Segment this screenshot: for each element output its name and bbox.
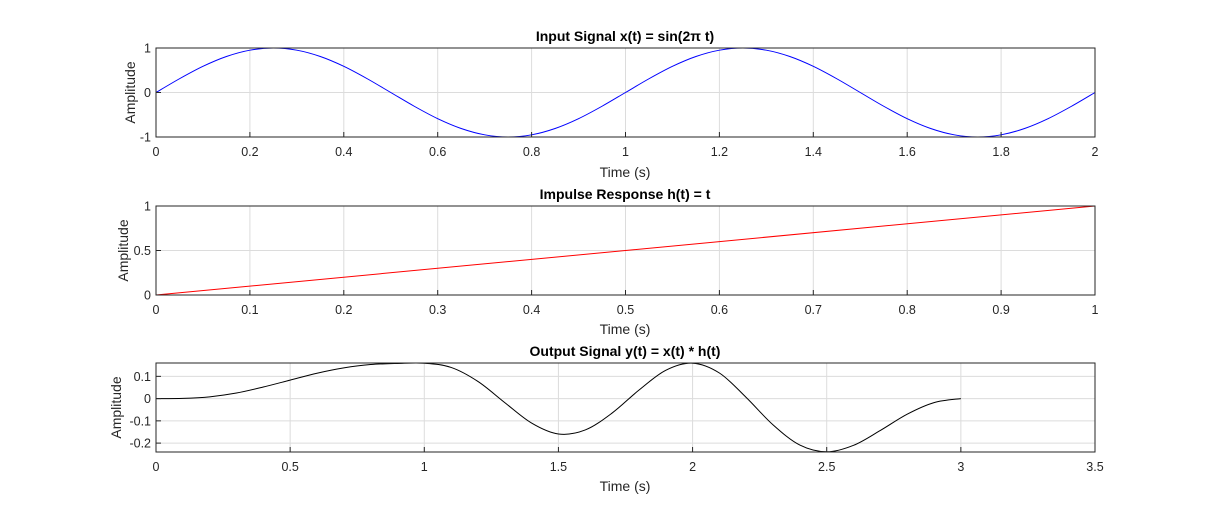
impulse-response-x-axis-label: Time (s) xyxy=(600,321,651,337)
input-signal-x-tick-label: 0.8 xyxy=(523,145,540,159)
input-signal-title: Input Signal x(t) = sin(2π t) xyxy=(536,28,714,44)
output-signal-x-tick-label: 3 xyxy=(957,460,964,474)
output-signal-grid xyxy=(155,363,1096,452)
impulse-response-y-tick-label: 0.5 xyxy=(134,244,151,258)
impulse-response-x-tick-label: 0.1 xyxy=(241,303,258,317)
output-signal-x-tick-label: 1 xyxy=(421,460,428,474)
input-signal-y-axis-label: Amplitude xyxy=(122,61,138,123)
output-signal-y-tick-label: 0 xyxy=(144,392,151,406)
input-signal-x-tick-label: 0.4 xyxy=(335,145,352,159)
input-signal-x-tick-label: 0 xyxy=(153,145,160,159)
input-signal-series xyxy=(155,47,1096,138)
impulse-response-y-tick-label: 1 xyxy=(144,200,151,214)
output-signal-x-tick-label: 1.5 xyxy=(550,460,567,474)
impulse-response-x-tick-label: 0.6 xyxy=(711,303,728,317)
output-signal-y-tick-label: -0.1 xyxy=(129,414,151,428)
output-signal-plot: Output Signal y(t) = x(t) * h(t) 0 0.5 1 1.… xyxy=(108,343,1104,494)
impulse-response-x-tick-label: 1 xyxy=(1092,303,1099,317)
output-signal-ticks: 0 0.5 1 1.5 2 2.5 3 3.5 -0.2 -0.1 0 0.1 xyxy=(129,370,1103,474)
impulse-response-x-tick-label: 0.2 xyxy=(335,303,352,317)
output-signal-axes xyxy=(155,362,1096,453)
input-signal-plot: Input Signal x(t) = sin(2π t) 0 0.2 0.4 0.6… xyxy=(122,28,1099,180)
output-signal-x-tick-label: 2 xyxy=(689,460,696,474)
impulse-response-x-tick-label: 0.7 xyxy=(805,303,822,317)
input-signal-x-axis-label: Time (s) xyxy=(600,164,651,180)
output-signal-x-axis-label: Time (s) xyxy=(600,478,651,494)
impulse-response-y-axis-label: Amplitude xyxy=(115,219,131,281)
impulse-response-x-tick-label: 0.8 xyxy=(899,303,916,317)
input-signal-x-tick-label: 1.8 xyxy=(992,145,1009,159)
impulse-response-title: Impulse Response h(t) = t xyxy=(540,186,711,202)
input-signal-y-tick-label: -1 xyxy=(140,131,151,145)
input-signal-x-tick-label: 1 xyxy=(622,145,629,159)
output-signal-x-tick-label: 3.5 xyxy=(1086,460,1103,474)
output-signal-y-axis-label: Amplitude xyxy=(108,376,124,438)
input-signal-x-tick-label: 1.2 xyxy=(711,145,728,159)
output-signal-x-tick-label: 0.5 xyxy=(281,460,298,474)
input-signal-x-tick-label: 1.4 xyxy=(805,145,822,159)
impulse-response-x-tick-label: 0.4 xyxy=(523,303,540,317)
input-signal-x-tick-label: 0.2 xyxy=(241,145,258,159)
input-signal-y-tick-label: 0 xyxy=(144,86,151,100)
input-signal-series-line xyxy=(155,47,1096,138)
impulse-response-series xyxy=(155,205,1096,296)
impulse-response-x-tick-label: 0.5 xyxy=(617,303,634,317)
output-signal-x-tick-label: 0 xyxy=(153,460,160,474)
impulse-response-x-tick-label: 0.9 xyxy=(992,303,1009,317)
output-signal-y-tick-label: 0.1 xyxy=(134,370,151,384)
output-signal-title: Output Signal y(t) = x(t) * h(t) xyxy=(530,343,721,359)
input-signal-ticks: 0 0.2 0.4 0.6 0.8 1 1.2 1.4 1.6 1.8 2-101 xyxy=(140,42,1099,160)
input-signal-y-tick-label: 1 xyxy=(144,42,151,56)
output-signal-x-tick-label: 2.5 xyxy=(818,460,835,474)
impulse-response-ticks: 0 0.1 0.2 0.3 0.4 0.5 0.6 0.7 0.8 0.9 1 0 0.5 1 xyxy=(134,200,1099,318)
impulse-response-x-tick-label: 0 xyxy=(153,303,160,317)
input-signal-x-tick-label: 2 xyxy=(1092,145,1099,159)
impulse-response-series-line xyxy=(155,205,1096,296)
impulse-response-y-tick-label: 0 xyxy=(144,289,151,303)
impulse-response-x-tick-label: 0.3 xyxy=(429,303,446,317)
input-signal-x-tick-label: 1.6 xyxy=(899,145,916,159)
output-signal-y-tick-label: -0.2 xyxy=(129,437,151,451)
impulse-response-plot: Impulse Response h(t) = t 0 0.1 0.2 0.3 0.4 0… xyxy=(115,186,1099,337)
input-signal-x-tick-label: 0.6 xyxy=(429,145,446,159)
